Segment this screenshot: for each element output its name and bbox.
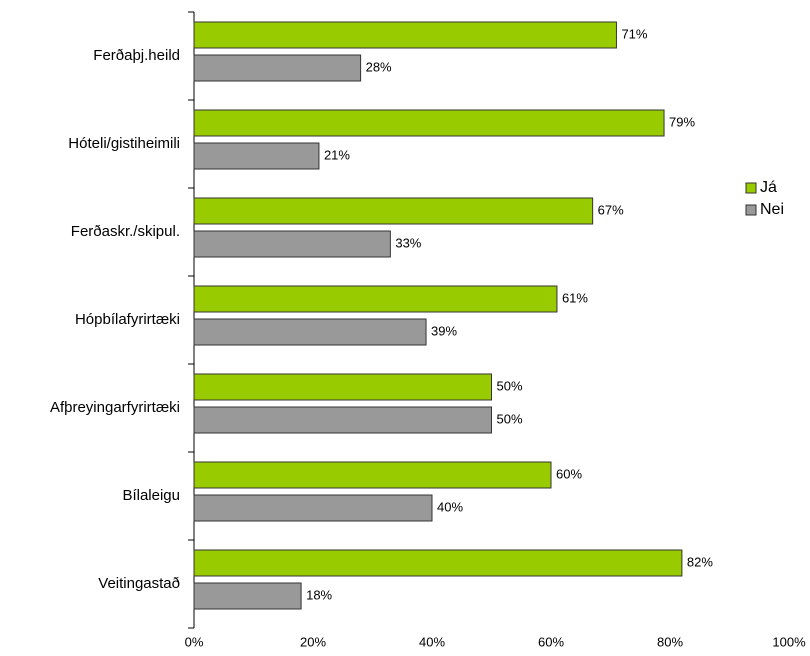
value-label: 28% (366, 59, 392, 74)
bar (193, 285, 558, 313)
category-label: Bílaleigu (122, 487, 180, 504)
value-label: 61% (562, 290, 588, 305)
value-label: 82% (687, 554, 713, 569)
bar (193, 197, 594, 225)
legend-label: Já (760, 179, 777, 196)
bar (193, 494, 433, 522)
x-tick-label: 60% (538, 634, 564, 649)
x-tick-label: 20% (300, 634, 326, 649)
bar (193, 373, 492, 401)
legend-swatch (745, 204, 757, 216)
value-label: 67% (598, 202, 624, 217)
bar (193, 21, 617, 49)
value-label: 79% (669, 114, 695, 129)
value-label: 50% (497, 378, 523, 393)
bar (193, 318, 427, 346)
bar (193, 582, 302, 610)
category-label: Afþreyingarfyrirtæki (50, 399, 180, 416)
legend-label: Nei (760, 201, 784, 218)
bar (193, 406, 492, 434)
bar (193, 549, 683, 577)
value-label: 40% (437, 499, 463, 514)
value-label: 60% (556, 466, 582, 481)
bar (193, 54, 362, 82)
bar (193, 461, 552, 489)
category-label: Ferðaskr./skipul. (71, 223, 180, 240)
bar (193, 230, 391, 258)
x-tick-label: 40% (419, 634, 445, 649)
category-label: Hópbílafyrirtæki (75, 311, 180, 328)
value-label: 50% (497, 411, 523, 426)
bar (193, 142, 320, 170)
x-tick-label: 100% (772, 634, 806, 649)
value-label: 33% (395, 235, 421, 250)
value-label: 18% (306, 587, 332, 602)
value-label: 21% (324, 147, 350, 162)
category-label: Hóteli/gistiheimili (68, 135, 180, 152)
legend-swatch (745, 182, 757, 194)
category-label: Ferðaþj.heild (93, 47, 180, 64)
value-label: 39% (431, 323, 457, 338)
x-tick-label: 0% (185, 634, 204, 649)
x-tick-label: 80% (657, 634, 683, 649)
bar (193, 109, 665, 137)
value-label: 71% (621, 26, 647, 41)
category-label: Veitingastað (98, 575, 180, 592)
